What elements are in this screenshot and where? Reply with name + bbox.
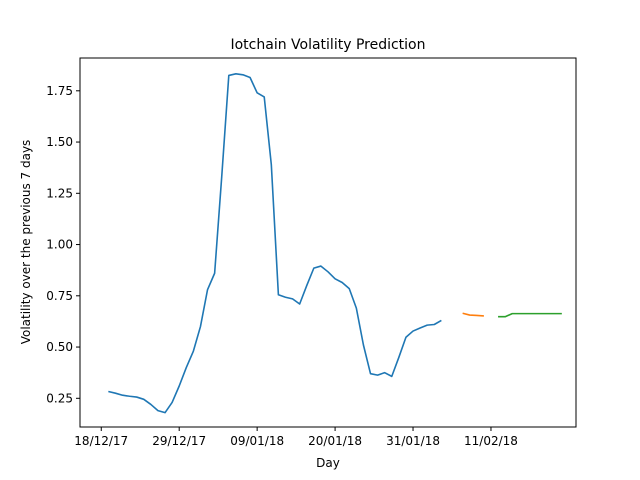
x-tick-label: 11/02/18 [464, 434, 518, 448]
y-tick-label: 0.25 [46, 391, 73, 405]
y-axis-label: Volatility over the previous 7 days [19, 140, 33, 345]
plot-frame [79, 57, 577, 428]
series-line-1 [108, 72, 442, 414]
chart-title: Iotchain Volatility Prediction [230, 37, 425, 53]
x-tick-label: 20/01/18 [308, 434, 362, 448]
x-tick-label: 09/01/18 [230, 434, 284, 448]
plot-area [108, 72, 562, 414]
y-tick-label: 1.50 [46, 135, 73, 149]
series-line-3 [498, 312, 562, 318]
y-tick-label: 1.75 [46, 84, 73, 98]
x-tick-label: 29/12/17 [152, 434, 206, 448]
x-tick-label: 18/12/17 [74, 434, 128, 448]
y-tick-label: 1.25 [46, 186, 73, 200]
y-tick-label: 0.75 [46, 289, 73, 303]
x-tick-label: 31/01/18 [386, 434, 440, 448]
y-tick-label: 0.50 [46, 340, 73, 354]
x-axis-label: Day [316, 456, 340, 470]
y-axis: 0.25 0.50 0.75 1.00 1.25 1.50 1.75 [46, 84, 80, 405]
y-tick-label: 1.00 [46, 238, 73, 252]
series-line-2 [462, 312, 484, 317]
x-axis: 18/12/17 29/12/17 09/01/18 20/01/18 31/01/18… [74, 427, 518, 448]
